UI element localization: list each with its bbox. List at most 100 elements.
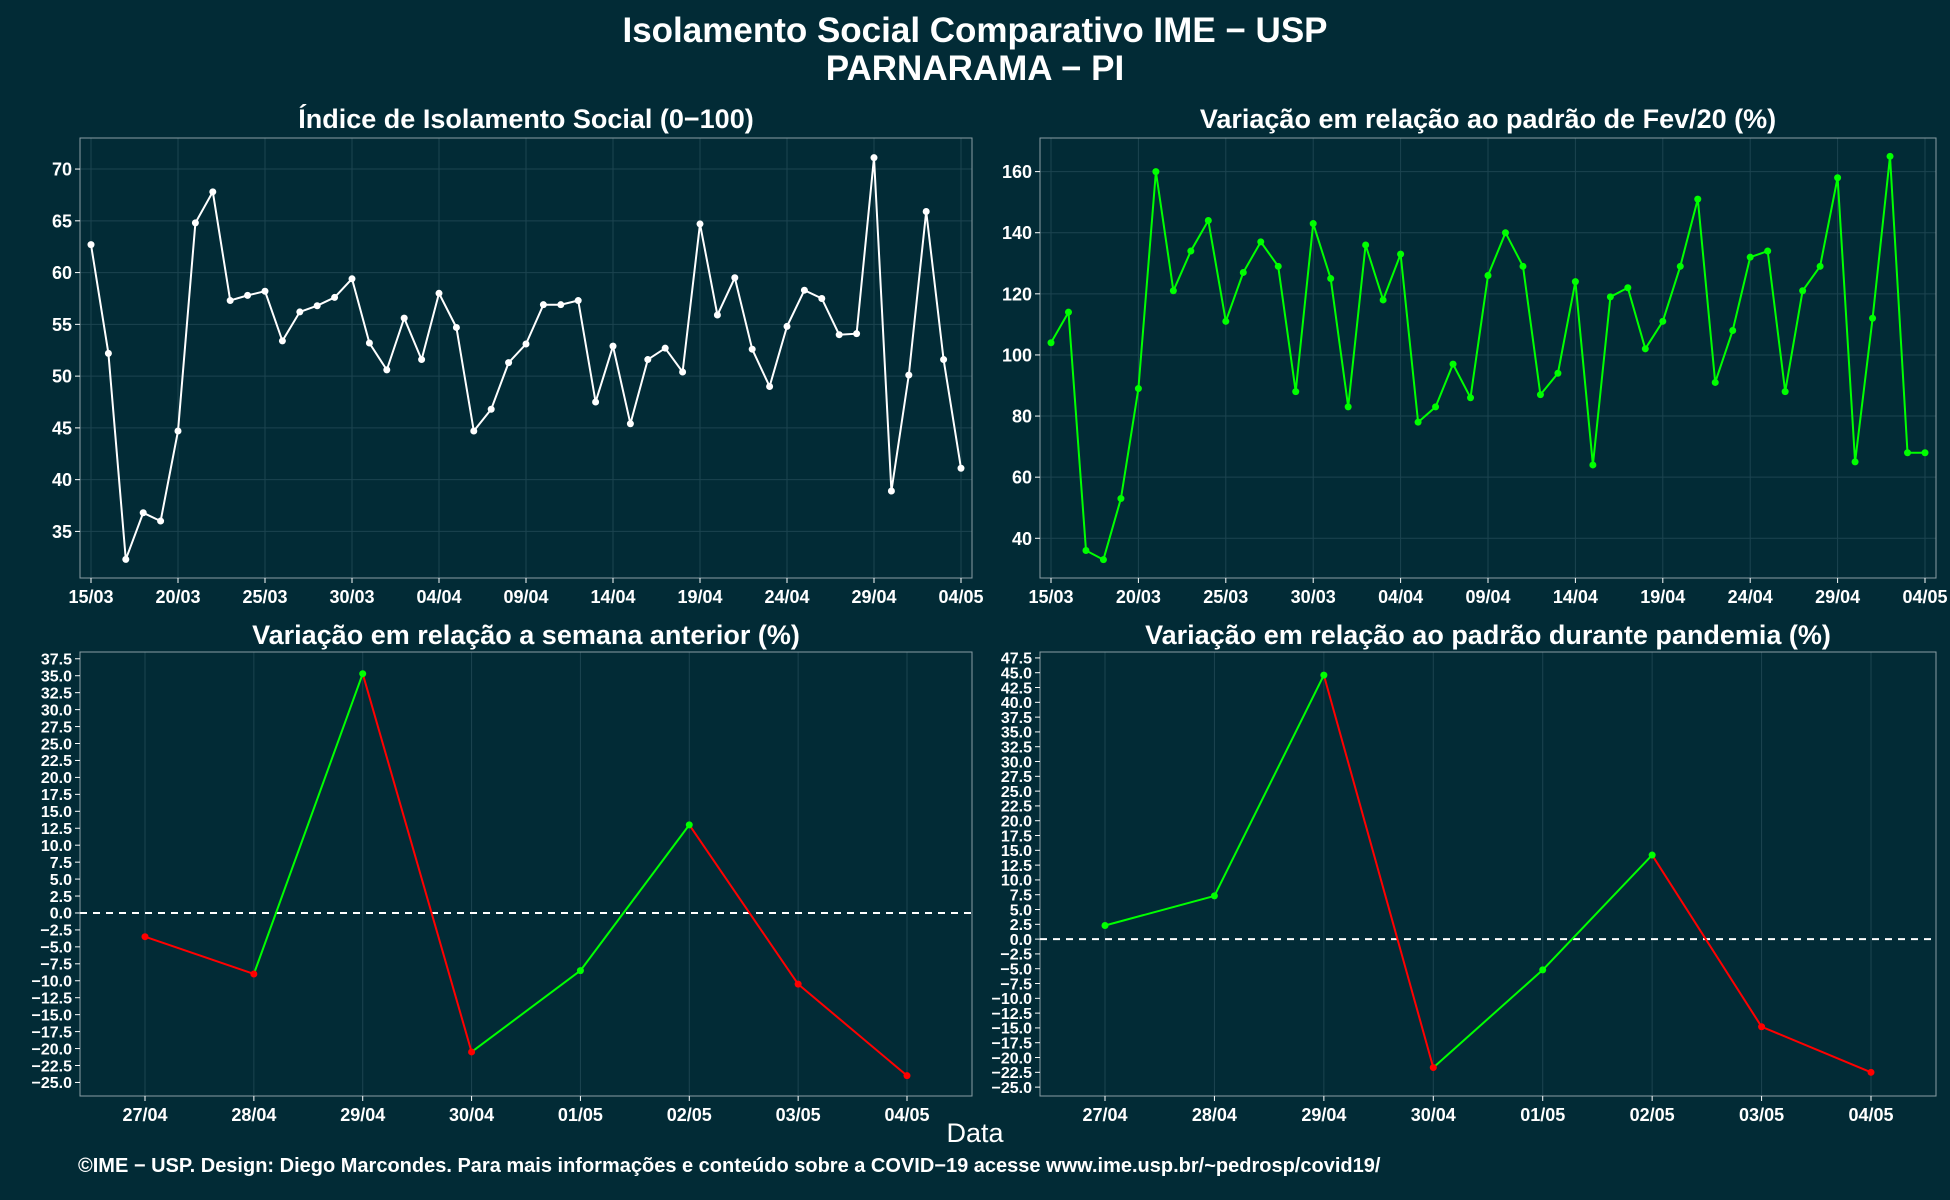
y-tick-label: 22.5 (41, 753, 72, 770)
x-tick-label: 27/04 (122, 1105, 167, 1125)
data-point (505, 359, 513, 367)
data-point (359, 670, 367, 678)
data-point (1648, 851, 1656, 859)
x-tick-label: 04/04 (416, 587, 461, 607)
data-point (296, 308, 304, 316)
data-point (1659, 317, 1667, 325)
data-point (157, 517, 165, 525)
data-point (1187, 247, 1195, 255)
data-point (644, 356, 652, 364)
data-point (139, 509, 147, 517)
segment-rising (579, 824, 691, 972)
y-tick-label: 100 (1002, 345, 1032, 365)
data-point (731, 274, 739, 282)
y-tick-label: 10.0 (41, 838, 72, 855)
y-tick-label: 45.0 (1001, 665, 1032, 682)
segment-falling (797, 983, 908, 1077)
y-axis: 35 40 45 50 55 60 65 70 (52, 160, 80, 542)
data-point (1467, 394, 1475, 402)
y-tick-label: −15.0 (32, 1007, 73, 1024)
data-point (574, 297, 582, 305)
y-tick-label: 20.0 (41, 770, 72, 787)
x-tick-label: 29/04 (340, 1105, 385, 1125)
data-point (1099, 556, 1107, 564)
chart-panel-2: Variação em relação ao padrão de Fev/20 … (1002, 104, 1948, 607)
y-tick-label: −12.5 (32, 990, 73, 1007)
data-point (576, 967, 584, 975)
data-point (383, 366, 391, 374)
x-tick-label: 04/05 (1902, 587, 1947, 607)
data-point (1869, 314, 1877, 322)
data-point (104, 349, 112, 357)
y-tick-label: 30.0 (1001, 754, 1032, 771)
x-axis-title: Data (946, 1118, 1004, 1148)
data-point (348, 275, 356, 283)
segment-rising (1104, 894, 1215, 927)
y-tick-label: 65 (52, 211, 72, 231)
data-point (1571, 278, 1579, 286)
y-tick-label: 5.0 (1010, 902, 1032, 919)
main-title-line2: PARNARAMA − PI (825, 49, 1125, 88)
series (87, 154, 965, 563)
data-point (209, 188, 217, 196)
y-tick-label: 50 (52, 367, 72, 387)
data-point (1327, 275, 1335, 283)
data-point (365, 339, 373, 347)
y-tick-label: −2.5 (1000, 947, 1032, 964)
y-tick-label: 35.0 (1001, 725, 1032, 742)
y-tick-label: 25.0 (1001, 784, 1032, 801)
x-axis: 15/03 20/03 25/03 30/03 04/04 09/04 14/04 19/04… (1028, 578, 1948, 607)
data-point (122, 555, 130, 563)
data-point (1344, 403, 1352, 411)
y-tick-label: 60 (1012, 468, 1032, 488)
y-tick-label: −10.0 (992, 991, 1033, 1008)
panel-title: Variação em relação ao padrão de Fev/20 … (1200, 104, 1776, 134)
data-point (609, 342, 617, 350)
y-tick-label: 40 (1012, 529, 1032, 549)
segment-rising (1432, 969, 1544, 1069)
y-tick-label: −5.0 (40, 940, 72, 957)
data-point (1257, 238, 1265, 246)
y-tick-label: −17.5 (32, 1024, 73, 1041)
data-point (487, 405, 495, 413)
x-tick-label: 30/03 (1291, 587, 1336, 607)
data-point (1641, 345, 1649, 353)
segment-falling (1322, 674, 1435, 1068)
x-tick-label: 09/04 (1465, 587, 1510, 607)
x-tick-label: 27/04 (1082, 1105, 1127, 1125)
data-point (870, 154, 878, 162)
x-tick-label: 04/04 (1378, 587, 1423, 607)
y-tick-label: 55 (52, 315, 72, 335)
y-tick-label: −7.5 (1000, 976, 1032, 993)
segment-falling (144, 935, 255, 975)
y-tick-label: −25.0 (992, 1080, 1033, 1097)
data-point (1309, 220, 1317, 228)
y-tick-label: 22.5 (1001, 799, 1032, 816)
y-tick-label: 35.0 (41, 668, 72, 685)
y-tick-label: −12.5 (992, 1006, 1033, 1023)
x-axis: 15/03 20/03 25/03 30/03 04/04 09/04 14/04 19/04… (68, 578, 984, 607)
y-axis: 40 60 80 100 120 140 160 (1002, 162, 1040, 549)
x-tick-label: 02/05 (667, 1105, 712, 1125)
data-point (191, 219, 199, 227)
data-point (418, 356, 426, 364)
y-tick-label: −25.0 (32, 1075, 73, 1092)
data-point (1606, 293, 1614, 301)
y-tick-label: 40.0 (1001, 695, 1032, 712)
data-point (1501, 229, 1509, 237)
data-point (1082, 547, 1090, 554)
x-tick-label: 28/04 (231, 1105, 276, 1125)
series (141, 670, 911, 1080)
segment-rising (1541, 854, 1653, 971)
data-point (1292, 388, 1300, 396)
data-point (1204, 217, 1212, 224)
y-tick-label: 70 (52, 160, 72, 180)
segment-rising (252, 673, 364, 975)
data-point (1536, 391, 1544, 399)
data-point (713, 311, 721, 319)
data-point (313, 302, 321, 310)
data-point (1758, 1023, 1766, 1031)
x-tick-label: 04/05 (884, 1105, 929, 1125)
data-point (1694, 195, 1702, 203)
data-point (1799, 287, 1807, 295)
